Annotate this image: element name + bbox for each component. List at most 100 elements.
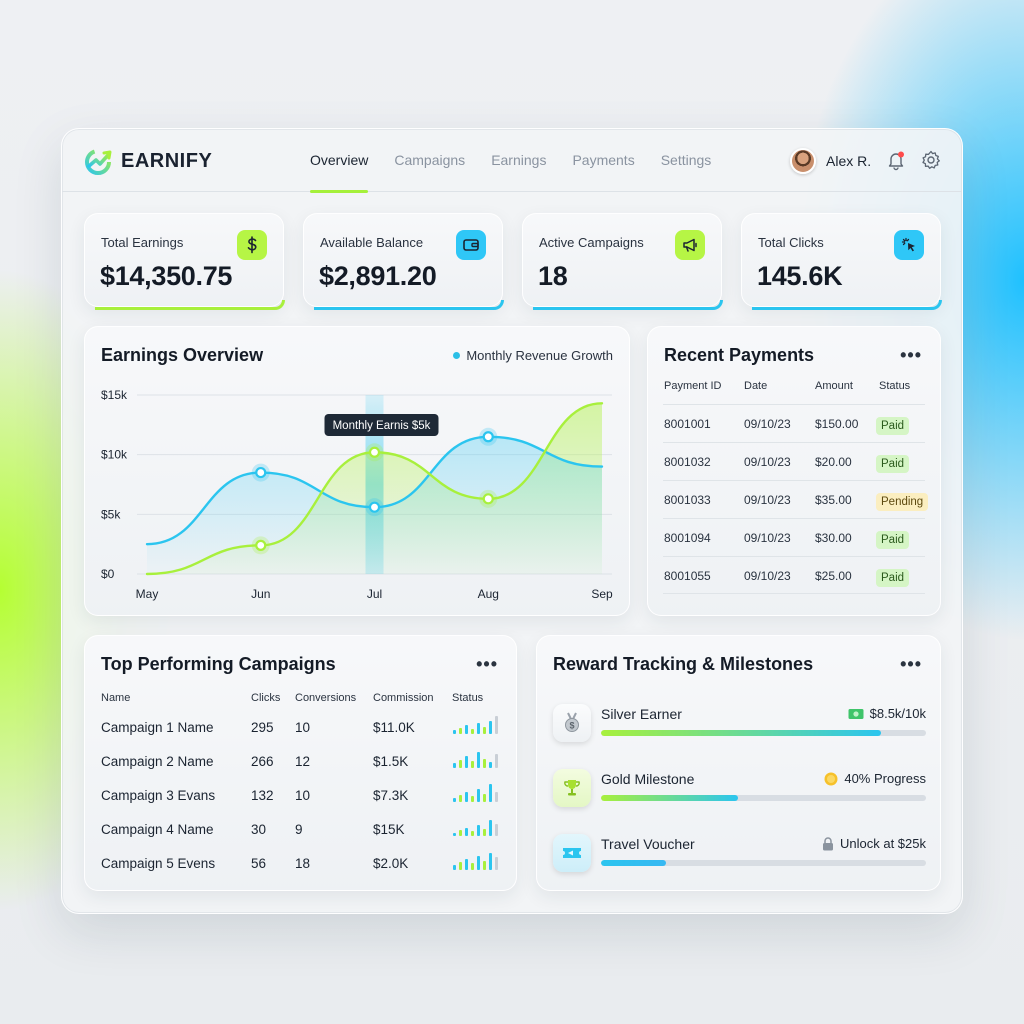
sparkline-bar xyxy=(459,795,462,802)
tab-overview[interactable]: Overview xyxy=(310,129,369,193)
card-accent xyxy=(752,300,942,310)
trophy-icon xyxy=(553,769,591,807)
logo[interactable]: EARNIFY xyxy=(84,146,212,176)
stat-label: Active Campaigns xyxy=(539,235,644,250)
campaign-clicks: 30 xyxy=(251,822,267,837)
col-header-status: Status xyxy=(452,692,484,704)
click-icon xyxy=(894,230,924,260)
tab-campaigns[interactable]: Campaigns xyxy=(394,152,466,168)
stat-card-total-clicks[interactable]: Total Clicks 145.6K xyxy=(741,213,942,310)
progress-bar xyxy=(601,795,926,801)
data-point xyxy=(482,431,494,443)
campaign-commission: $2.0K xyxy=(373,856,409,871)
col-header-date: Date xyxy=(744,380,768,392)
bell-icon[interactable] xyxy=(885,149,907,171)
progress-fill xyxy=(601,860,666,866)
campaign-conversions: 9 xyxy=(295,822,303,837)
sparkline-bar xyxy=(465,859,468,870)
more-options-button[interactable]: ••• xyxy=(476,654,498,674)
status-badge: Paid xyxy=(876,569,910,587)
card-accent xyxy=(533,300,723,310)
campaign-clicks: 295 xyxy=(251,720,274,735)
tab-payments[interactable]: Payments xyxy=(572,152,635,168)
card-title: Top Performing Campaigns xyxy=(101,654,336,674)
x-tick-label: Aug xyxy=(478,587,499,601)
sparkline-bar xyxy=(477,723,480,734)
chart-tooltip-text: Monthly Earnis $5k xyxy=(333,420,431,432)
table-row[interactable]: Campaign 4 Name 30 9 $15K xyxy=(101,820,501,856)
campaign-name: Campaign 3 Evans xyxy=(101,788,216,803)
more-options-button[interactable]: ••• xyxy=(900,654,922,674)
reward-travel-voucher[interactable]: Travel Voucher Unlock at $25k xyxy=(553,834,926,884)
table-row[interactable]: 8001001 09/10/23 $150.00 Paid xyxy=(663,404,925,442)
sparkline-bar xyxy=(489,762,492,768)
sparkline-bar xyxy=(495,754,498,768)
reward-tracking-card: Reward Tracking & Milestones ••• $ Silve… xyxy=(536,635,941,891)
stat-card-available-balance[interactable]: Available Balance $2,891.20 xyxy=(303,213,504,310)
campaign-name: Campaign 4 Name xyxy=(101,822,214,837)
earnings-chart[interactable]: $0 $5k $10k $15k May Jun Jul Aug Sep Monthly Earn… xyxy=(85,327,631,617)
stat-value: 18 xyxy=(538,261,568,291)
col-header-clicks: Clicks xyxy=(251,692,281,704)
tab-settings[interactable]: Settings xyxy=(660,152,712,168)
table-row[interactable]: 8001094 09/10/23 $30.00 Paid xyxy=(663,518,925,556)
earnings-overview-card: Earnings Overview Monthly Revenue Growth… xyxy=(84,326,630,616)
sparkline-bar xyxy=(483,759,486,768)
table-row[interactable]: 8001055 09/10/23 $25.00 Paid xyxy=(663,556,925,594)
campaign-commission: $1.5K xyxy=(373,754,409,769)
table-row[interactable]: 8001033 09/10/23 $35.00 Pending xyxy=(663,480,929,518)
payment-date: 09/10/23 xyxy=(744,531,791,545)
campaign-name: Campaign 1 Name xyxy=(101,720,214,735)
card-accent xyxy=(314,300,504,310)
table-row[interactable]: Campaign 1 Name 295 10 $11.0K xyxy=(101,716,501,754)
data-point xyxy=(368,501,381,513)
sparkline-bar xyxy=(489,820,492,836)
reward-gold-milestone[interactable]: Gold Milestone 40% Progress xyxy=(553,769,926,819)
reward-meta-text: $8.5k/10k xyxy=(869,706,926,721)
sparkline-bar xyxy=(453,730,456,734)
sparkline-bar xyxy=(453,763,456,768)
campaign-clicks: 56 xyxy=(251,856,267,871)
payment-id: 8001033 xyxy=(664,493,711,507)
app-name: EARNIFY xyxy=(121,149,213,172)
table-row[interactable]: Campaign 5 Evens 56 18 $2.0K xyxy=(101,853,501,890)
more-options-button[interactable]: ••• xyxy=(900,345,922,365)
chart-legend: Monthly Revenue Growth xyxy=(453,348,613,363)
sparkline-bar xyxy=(489,721,492,734)
reward-name: Gold Milestone xyxy=(601,771,695,787)
avatar[interactable] xyxy=(790,148,816,174)
reward-silver-earner[interactable]: $ Silver Earner $8.5k/10k xyxy=(553,704,926,754)
sparkline-bar xyxy=(471,761,474,768)
stat-label: Total Clicks xyxy=(758,235,824,250)
stat-label: Total Earnings xyxy=(101,235,184,250)
legend-dot xyxy=(453,352,461,359)
x-tick-label: Sep xyxy=(591,587,613,601)
gear-icon[interactable] xyxy=(920,149,942,171)
payment-id: 8001001 xyxy=(664,417,711,431)
user-name: Alex R. xyxy=(826,153,872,169)
medal-icon: $ xyxy=(553,704,591,742)
stat-value: 145.6K xyxy=(757,261,843,291)
progress-bar xyxy=(601,860,926,866)
status-badge: Paid xyxy=(876,531,910,549)
payment-amount: $25.00 xyxy=(815,569,852,583)
table-row[interactable]: Campaign 2 Name 266 12 $1.5K xyxy=(101,752,501,788)
tab-earnings[interactable]: Earnings xyxy=(491,152,547,168)
stat-value: $14,350.75 xyxy=(100,261,233,291)
sparkline-bar xyxy=(459,760,462,768)
stat-card-active-campaigns[interactable]: Active Campaigns 18 xyxy=(522,213,723,310)
stat-card-total-earnings[interactable]: Total Earnings $14,350.75 xyxy=(84,213,285,310)
x-tick-label: May xyxy=(136,587,159,601)
table-row[interactable]: Campaign 3 Evans 132 10 $7.3K xyxy=(101,784,501,822)
series-area xyxy=(147,436,602,574)
y-tick-label: $0 xyxy=(101,567,115,581)
user-menu[interactable]: Alex R. xyxy=(790,148,871,174)
y-tick-label: $5k xyxy=(101,507,121,521)
sparkline-bar xyxy=(495,792,498,802)
card-title: Reward Tracking & Milestones xyxy=(553,654,814,674)
sparkline-bar xyxy=(477,825,480,836)
lock-icon xyxy=(823,836,833,850)
cash-icon xyxy=(848,708,864,719)
top-campaigns-card: Top Performing Campaigns ••• Name Clicks… xyxy=(84,635,517,891)
table-row[interactable]: 8001032 09/10/23 $20.00 Paid xyxy=(663,442,925,480)
